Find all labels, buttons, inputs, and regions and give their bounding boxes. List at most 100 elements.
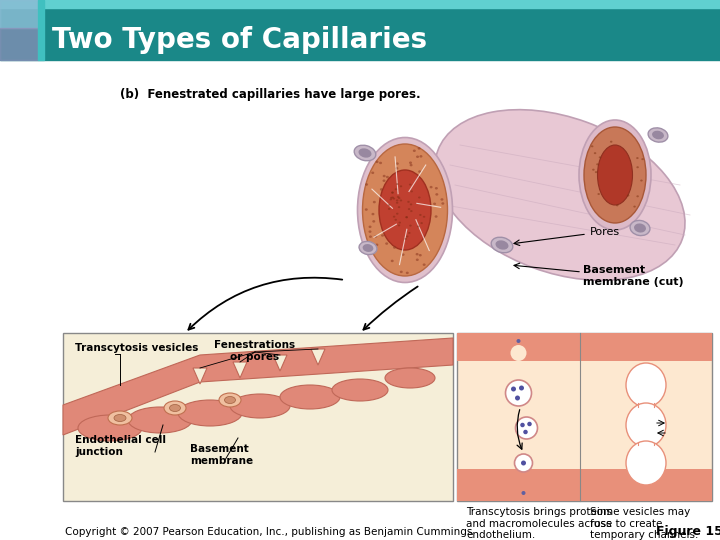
Ellipse shape (354, 145, 376, 161)
Ellipse shape (416, 156, 419, 158)
Text: Basement
membrane (cut): Basement membrane (cut) (583, 265, 683, 287)
Ellipse shape (417, 226, 420, 227)
Text: Transcytosis vesicles: Transcytosis vesicles (75, 343, 199, 353)
Ellipse shape (626, 403, 666, 447)
Ellipse shape (418, 147, 420, 150)
Ellipse shape (396, 163, 399, 165)
Ellipse shape (391, 260, 394, 262)
Ellipse shape (400, 271, 402, 273)
Ellipse shape (616, 204, 618, 206)
Ellipse shape (510, 345, 526, 361)
Ellipse shape (626, 441, 666, 485)
Ellipse shape (430, 186, 433, 188)
Ellipse shape (388, 208, 390, 210)
Ellipse shape (405, 216, 408, 218)
Ellipse shape (392, 198, 395, 200)
Ellipse shape (636, 157, 639, 159)
Ellipse shape (372, 213, 374, 215)
Ellipse shape (409, 184, 411, 186)
Ellipse shape (400, 185, 402, 187)
Ellipse shape (393, 246, 396, 249)
Ellipse shape (372, 220, 375, 222)
Ellipse shape (419, 214, 422, 216)
Ellipse shape (436, 193, 438, 195)
Ellipse shape (332, 379, 388, 401)
Ellipse shape (365, 183, 368, 186)
Ellipse shape (108, 411, 132, 425)
Text: Endothelial cell
junction: Endothelial cell junction (75, 435, 166, 457)
Ellipse shape (511, 387, 516, 392)
Ellipse shape (435, 110, 685, 280)
Ellipse shape (642, 158, 644, 160)
Bar (0, 0, 720, 8)
Bar (457, 333, 712, 501)
Ellipse shape (596, 163, 599, 165)
Ellipse shape (410, 204, 413, 205)
Ellipse shape (627, 194, 629, 197)
Bar (63, 333, 453, 501)
Ellipse shape (495, 240, 508, 249)
Text: Fenestrations
or pores: Fenestrations or pores (215, 340, 296, 362)
Ellipse shape (441, 198, 444, 201)
Ellipse shape (408, 232, 410, 234)
Ellipse shape (379, 161, 382, 164)
Text: Copyright © 2007 Pearson Education, Inc., publishing as Benjamin Cummings: Copyright © 2007 Pearson Education, Inc.… (65, 527, 472, 537)
Ellipse shape (410, 210, 413, 212)
Ellipse shape (408, 208, 410, 210)
Ellipse shape (398, 221, 401, 224)
Ellipse shape (406, 272, 409, 274)
Ellipse shape (391, 191, 394, 193)
Ellipse shape (413, 150, 416, 152)
Ellipse shape (420, 155, 423, 158)
Ellipse shape (415, 259, 419, 261)
Ellipse shape (516, 417, 538, 439)
Bar (0, 0, 38, 28)
Bar (638, 436, 654, 452)
Ellipse shape (382, 175, 386, 177)
Polygon shape (233, 362, 247, 378)
Ellipse shape (402, 253, 405, 256)
Ellipse shape (359, 241, 377, 254)
Ellipse shape (219, 393, 241, 407)
Ellipse shape (225, 396, 235, 403)
Ellipse shape (390, 197, 392, 199)
Ellipse shape (515, 454, 533, 472)
Ellipse shape (400, 199, 402, 201)
Ellipse shape (372, 172, 374, 174)
Ellipse shape (519, 386, 524, 390)
Ellipse shape (415, 253, 418, 255)
Bar (0, 60, 720, 530)
Ellipse shape (397, 206, 400, 208)
Ellipse shape (634, 206, 636, 207)
Ellipse shape (435, 215, 438, 218)
Ellipse shape (584, 127, 646, 223)
Ellipse shape (409, 161, 412, 164)
Ellipse shape (380, 188, 383, 191)
Ellipse shape (640, 179, 643, 181)
Ellipse shape (395, 219, 397, 221)
Ellipse shape (648, 128, 668, 142)
Ellipse shape (405, 217, 408, 218)
Ellipse shape (491, 237, 513, 253)
Ellipse shape (630, 220, 650, 235)
Ellipse shape (397, 225, 400, 226)
Ellipse shape (128, 407, 192, 433)
Ellipse shape (169, 404, 181, 411)
Text: Basement
membrane: Basement membrane (190, 444, 253, 465)
Ellipse shape (521, 491, 526, 495)
Ellipse shape (385, 368, 435, 388)
Ellipse shape (114, 415, 126, 422)
Ellipse shape (362, 144, 448, 276)
Text: Figure 15-16b: Figure 15-16b (656, 525, 720, 538)
Polygon shape (273, 355, 287, 371)
Text: Two Types of Capillaries: Two Types of Capillaries (52, 26, 427, 54)
Polygon shape (63, 338, 453, 435)
Ellipse shape (423, 264, 426, 266)
Ellipse shape (433, 202, 436, 205)
Ellipse shape (652, 131, 664, 139)
Ellipse shape (78, 415, 142, 441)
Ellipse shape (393, 215, 395, 218)
Ellipse shape (410, 191, 413, 192)
Ellipse shape (521, 461, 526, 465)
Ellipse shape (405, 238, 407, 240)
